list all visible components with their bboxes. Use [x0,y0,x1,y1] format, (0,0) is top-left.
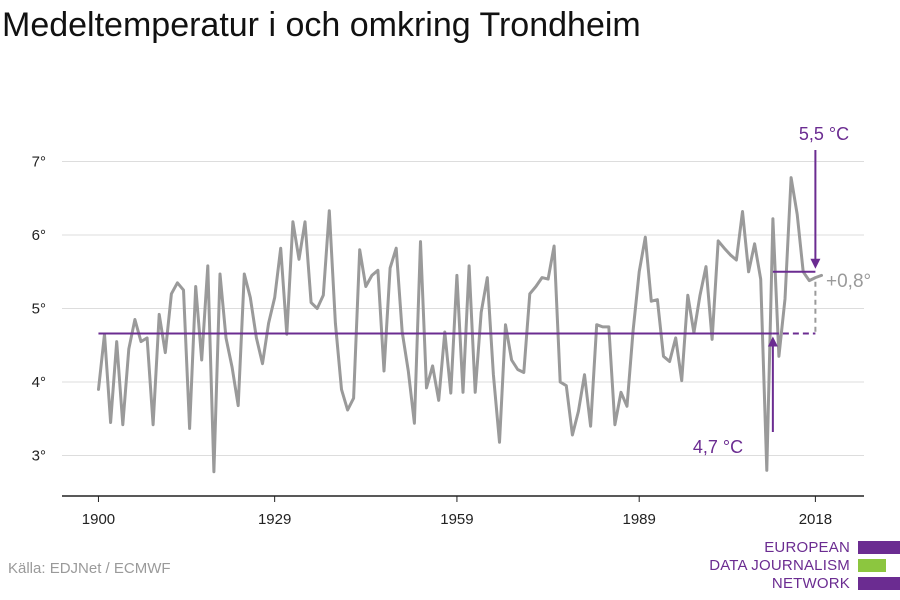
x-tick-label: 2018 [799,511,832,528]
x-tick-label: 1959 [440,511,473,528]
y-tick-label: 5° [32,301,46,318]
tick-labels: 3° 4° 5° 6° 7° 1900 1929 1959 1989 2018 [32,153,832,528]
logo-bar-top [858,541,900,554]
y-tick-label: 3° [32,448,46,465]
logo-line-2: DATA JOURNALISM [709,557,850,574]
baseline-average-label: 4,7 °C [693,437,743,457]
recent-average-label: 5,5 °C [799,124,849,144]
logo-bar-bottom [858,577,900,590]
y-tick-label: 4° [32,374,46,391]
x-tick-label: 1929 [258,511,291,528]
chart-title: Medeltemperatur i och omkring Trondheim [2,6,641,44]
recent-arrow-head [810,258,821,269]
annotations: 5,5 °C 4,7 °C +0,8° [98,124,871,457]
temperature-series [97,176,823,474]
x-axis [62,495,864,502]
edjnet-logo: EUROPEAN DATA JOURNALISM NETWORK [700,539,900,595]
y-tick-label: 6° [32,227,46,244]
logo-line-1: EUROPEAN [764,539,850,556]
difference-label: +0,8° [826,271,871,292]
logo-bar-middle [858,559,886,572]
y-tick-label: 7° [32,153,46,170]
temperature-line [97,176,823,474]
source-note: Källa: EDJNet / ECMWF [8,560,171,577]
baseline-arrow-head [767,336,778,347]
x-tick-label: 1900 [82,511,115,528]
logo-line-3: NETWORK [771,575,850,592]
gridlines [62,160,864,457]
x-tick-label: 1989 [623,511,656,528]
